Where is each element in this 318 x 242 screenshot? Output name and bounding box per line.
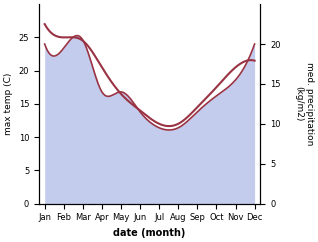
Y-axis label: max temp (C): max temp (C) [4,73,13,135]
X-axis label: date (month): date (month) [114,228,186,238]
Y-axis label: med. precipitation
(kg/m2): med. precipitation (kg/m2) [294,62,314,145]
